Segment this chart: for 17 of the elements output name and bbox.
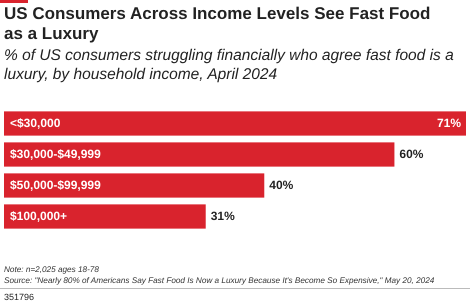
data-label: 40% [269, 178, 294, 192]
data-label: 31% [210, 208, 236, 223]
chart-title: US Consumers Across Income Levels See Fast Food as a Luxury [4, 4, 432, 44]
text: 351796 [4, 292, 34, 303]
data-label: 60% [399, 146, 424, 161]
chart-subtitle: % of US consumers struggling financially who agree fast food is a luxury, by household income, April 2024 [4, 46, 455, 84]
text: Note: n=2,025 ages 18-78 [4, 264, 100, 275]
y-tick-label: <$30,000 [10, 116, 61, 130]
data-label: 71% [436, 116, 462, 130]
y-tick-label: $30,000-$49,999 [10, 146, 102, 161]
y-tick-label: $100,000+ [10, 208, 68, 223]
source-note: Source: "Nearly 80% of Americans Say Fast Food Is Now a Luxury Because It's Become So Expensive," May 20, 2024 [4, 275, 436, 286]
y-tick-label: $50,000-$99,999 [10, 178, 102, 192]
bar [4, 204, 206, 229]
bar [4, 142, 394, 167]
bar [4, 111, 466, 136]
bar [4, 173, 264, 198]
